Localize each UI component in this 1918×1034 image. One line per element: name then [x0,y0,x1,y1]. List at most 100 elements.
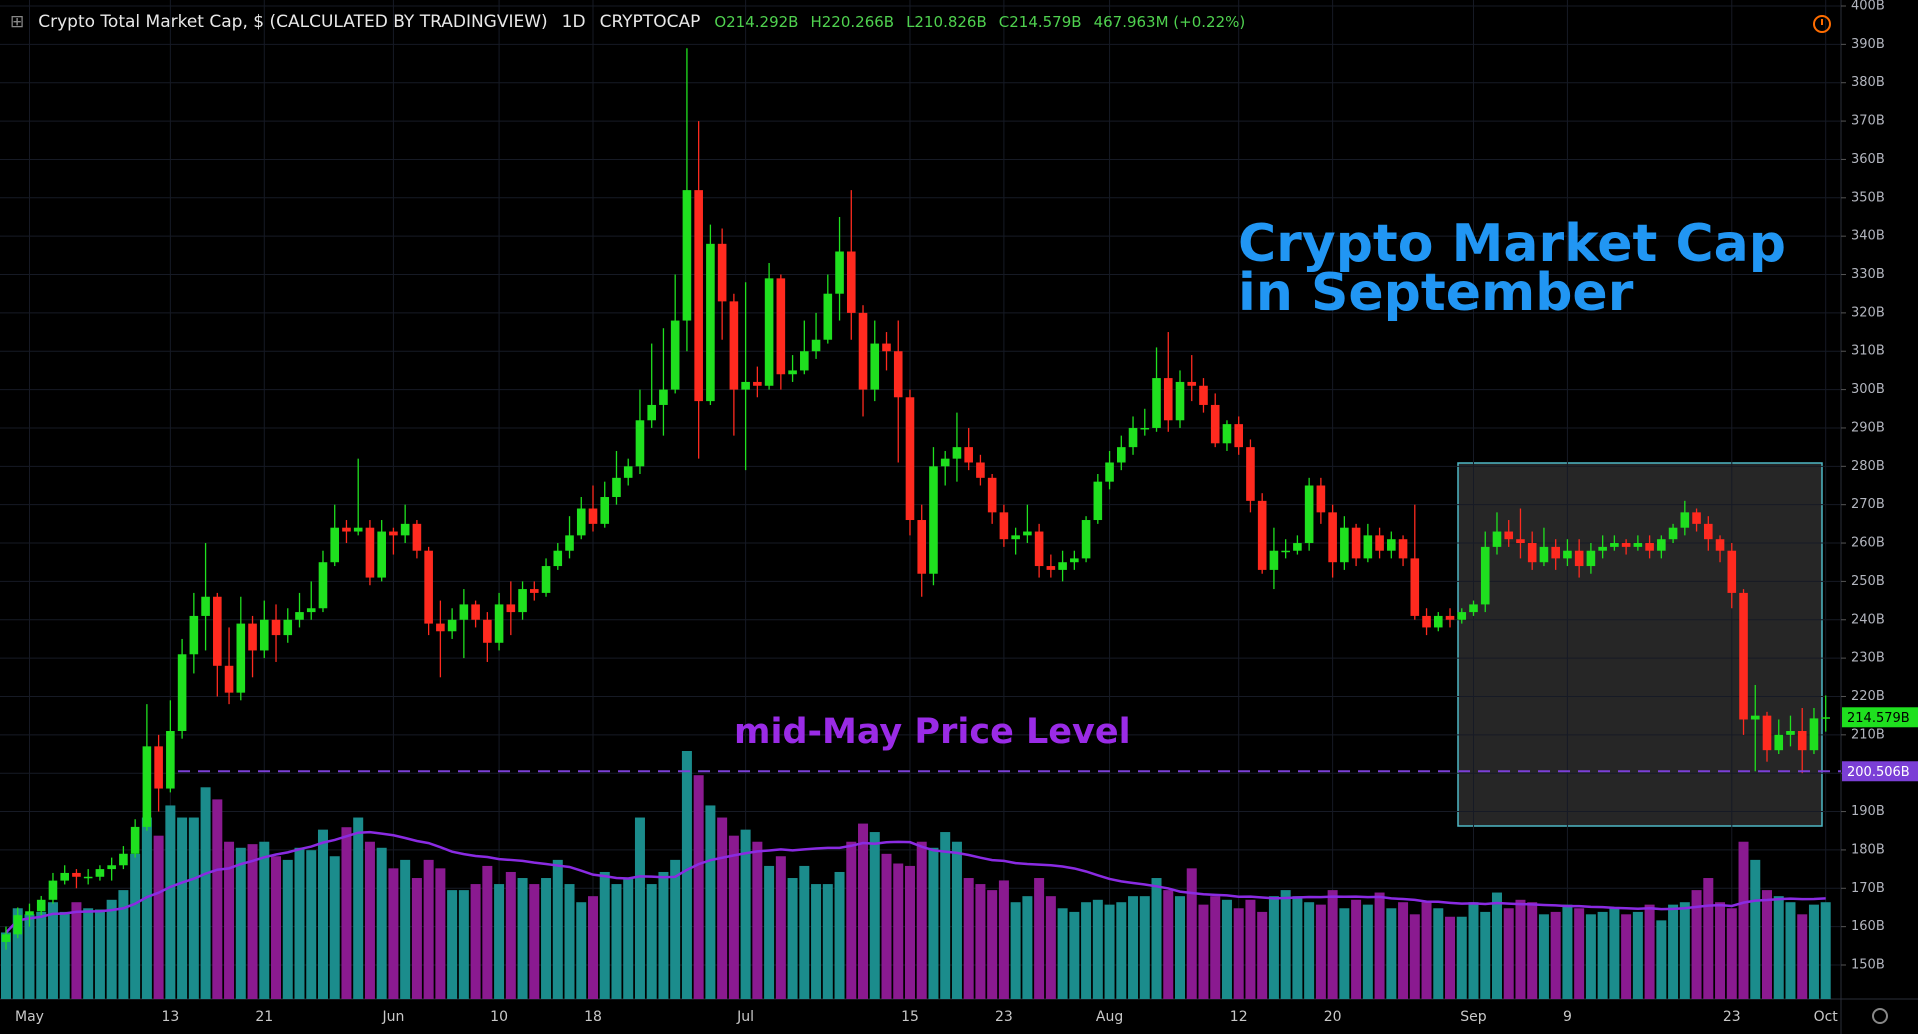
y-tick-label: 400B [1851,0,1885,14]
volume-bar [1715,902,1726,999]
y-tick-label: 190B [1851,804,1885,819]
volume-bar [705,805,716,999]
volume-bar [1491,892,1502,999]
candle-body [1363,535,1373,559]
volume-bar [1762,890,1772,999]
volume-bar [599,871,610,999]
x-tick-label: Jul [736,1009,754,1025]
x-tick-label: 23 [995,1009,1013,1025]
volume-bar [106,899,117,999]
y-tick-label: 300B [1851,382,1885,397]
candle-body [1598,546,1607,551]
source[interactable]: CRYPTOCAP [599,12,701,32]
candle-body [494,604,504,643]
candle-body [412,523,422,551]
candle-body [1739,592,1748,720]
candle-body [1187,381,1197,386]
candle-body [25,911,34,916]
expand-icon[interactable]: ⊞ [10,12,25,32]
candle-body [776,278,786,375]
candle-body [1375,535,1384,551]
volume-bar [1257,911,1268,999]
candle-body [72,872,81,877]
volume-bar [1750,859,1761,999]
volume-bar [212,799,223,999]
candle-body [154,746,163,789]
candle-body [436,623,445,632]
candle-body [588,508,598,524]
candle-body [483,619,492,643]
annotation-title-line: in September [1238,263,1634,323]
volume-bar [1421,902,1432,999]
price-marker [1842,707,1918,728]
volume-bar [893,863,904,999]
y-tick-label: 180B [1851,842,1885,857]
volume-bar [1034,878,1045,999]
volume-bar [775,856,786,999]
candle-body [1246,447,1255,501]
volume-bar [1069,911,1080,999]
candle-body [1786,731,1795,735]
settings-icon[interactable] [1872,1008,1888,1024]
volume-bar [1221,899,1232,999]
candle-body [987,477,997,513]
volume-bar [1163,890,1174,999]
candle-body [166,731,175,789]
volume-bar [411,878,422,999]
candle-body [694,190,703,402]
volume-bar [1621,914,1632,999]
candle-body [1821,717,1830,719]
price-marker [1842,761,1918,782]
candle-body [1128,427,1138,448]
candle-body [1046,566,1056,570]
candle-body [1574,550,1584,567]
volume-bar [881,853,892,999]
volume-bar [1092,899,1103,999]
candle-body [201,596,210,616]
volume-bar [529,884,540,999]
volume-bar [12,908,23,999]
volume-bar [846,841,857,999]
symbol[interactable]: Crypto Total Market Cap, $ (CALCULATED B… [38,12,548,32]
candle-body [541,566,551,593]
volume-bar [1151,878,1162,999]
candle-body [1750,715,1760,720]
alert-icon[interactable] [1813,15,1831,33]
volume-bar [1315,904,1326,999]
candle-body [1199,385,1208,405]
volume-bar [998,880,1009,999]
volume-bar [1292,896,1303,999]
candle-body [952,447,962,459]
candle-body [1011,535,1020,540]
candle-body [377,531,386,578]
y-tick-label: 330B [1851,267,1885,282]
candle-body [1140,427,1150,430]
candle-body [224,665,234,693]
volume-bar [764,865,775,999]
y-tick-label: 380B [1851,75,1885,90]
volume-bar [1,932,11,999]
volume-bar [435,868,446,999]
volume-bar [165,805,176,999]
y-tick-label: 320B [1851,305,1885,320]
candle-body [389,531,398,536]
interval[interactable]: 1D [561,12,586,32]
candle-body [553,550,563,567]
volume-bar [294,847,305,999]
volume-bar [1362,904,1373,999]
candle-body [670,320,680,390]
y-tick-label: 240B [1851,612,1885,627]
candle-body [1492,531,1502,547]
volume-bar [1609,907,1620,999]
volume-bar [470,884,481,999]
volume-bar [376,847,387,999]
volume-bar [588,896,598,999]
y-tick-label: 290B [1851,420,1885,435]
volume-bar [1726,908,1737,999]
candle-body [1539,546,1549,563]
candle-body [48,880,58,900]
candle-body [1633,543,1643,547]
candle-body [1516,539,1525,544]
volume-bar [576,902,587,999]
candle-body [964,447,973,463]
